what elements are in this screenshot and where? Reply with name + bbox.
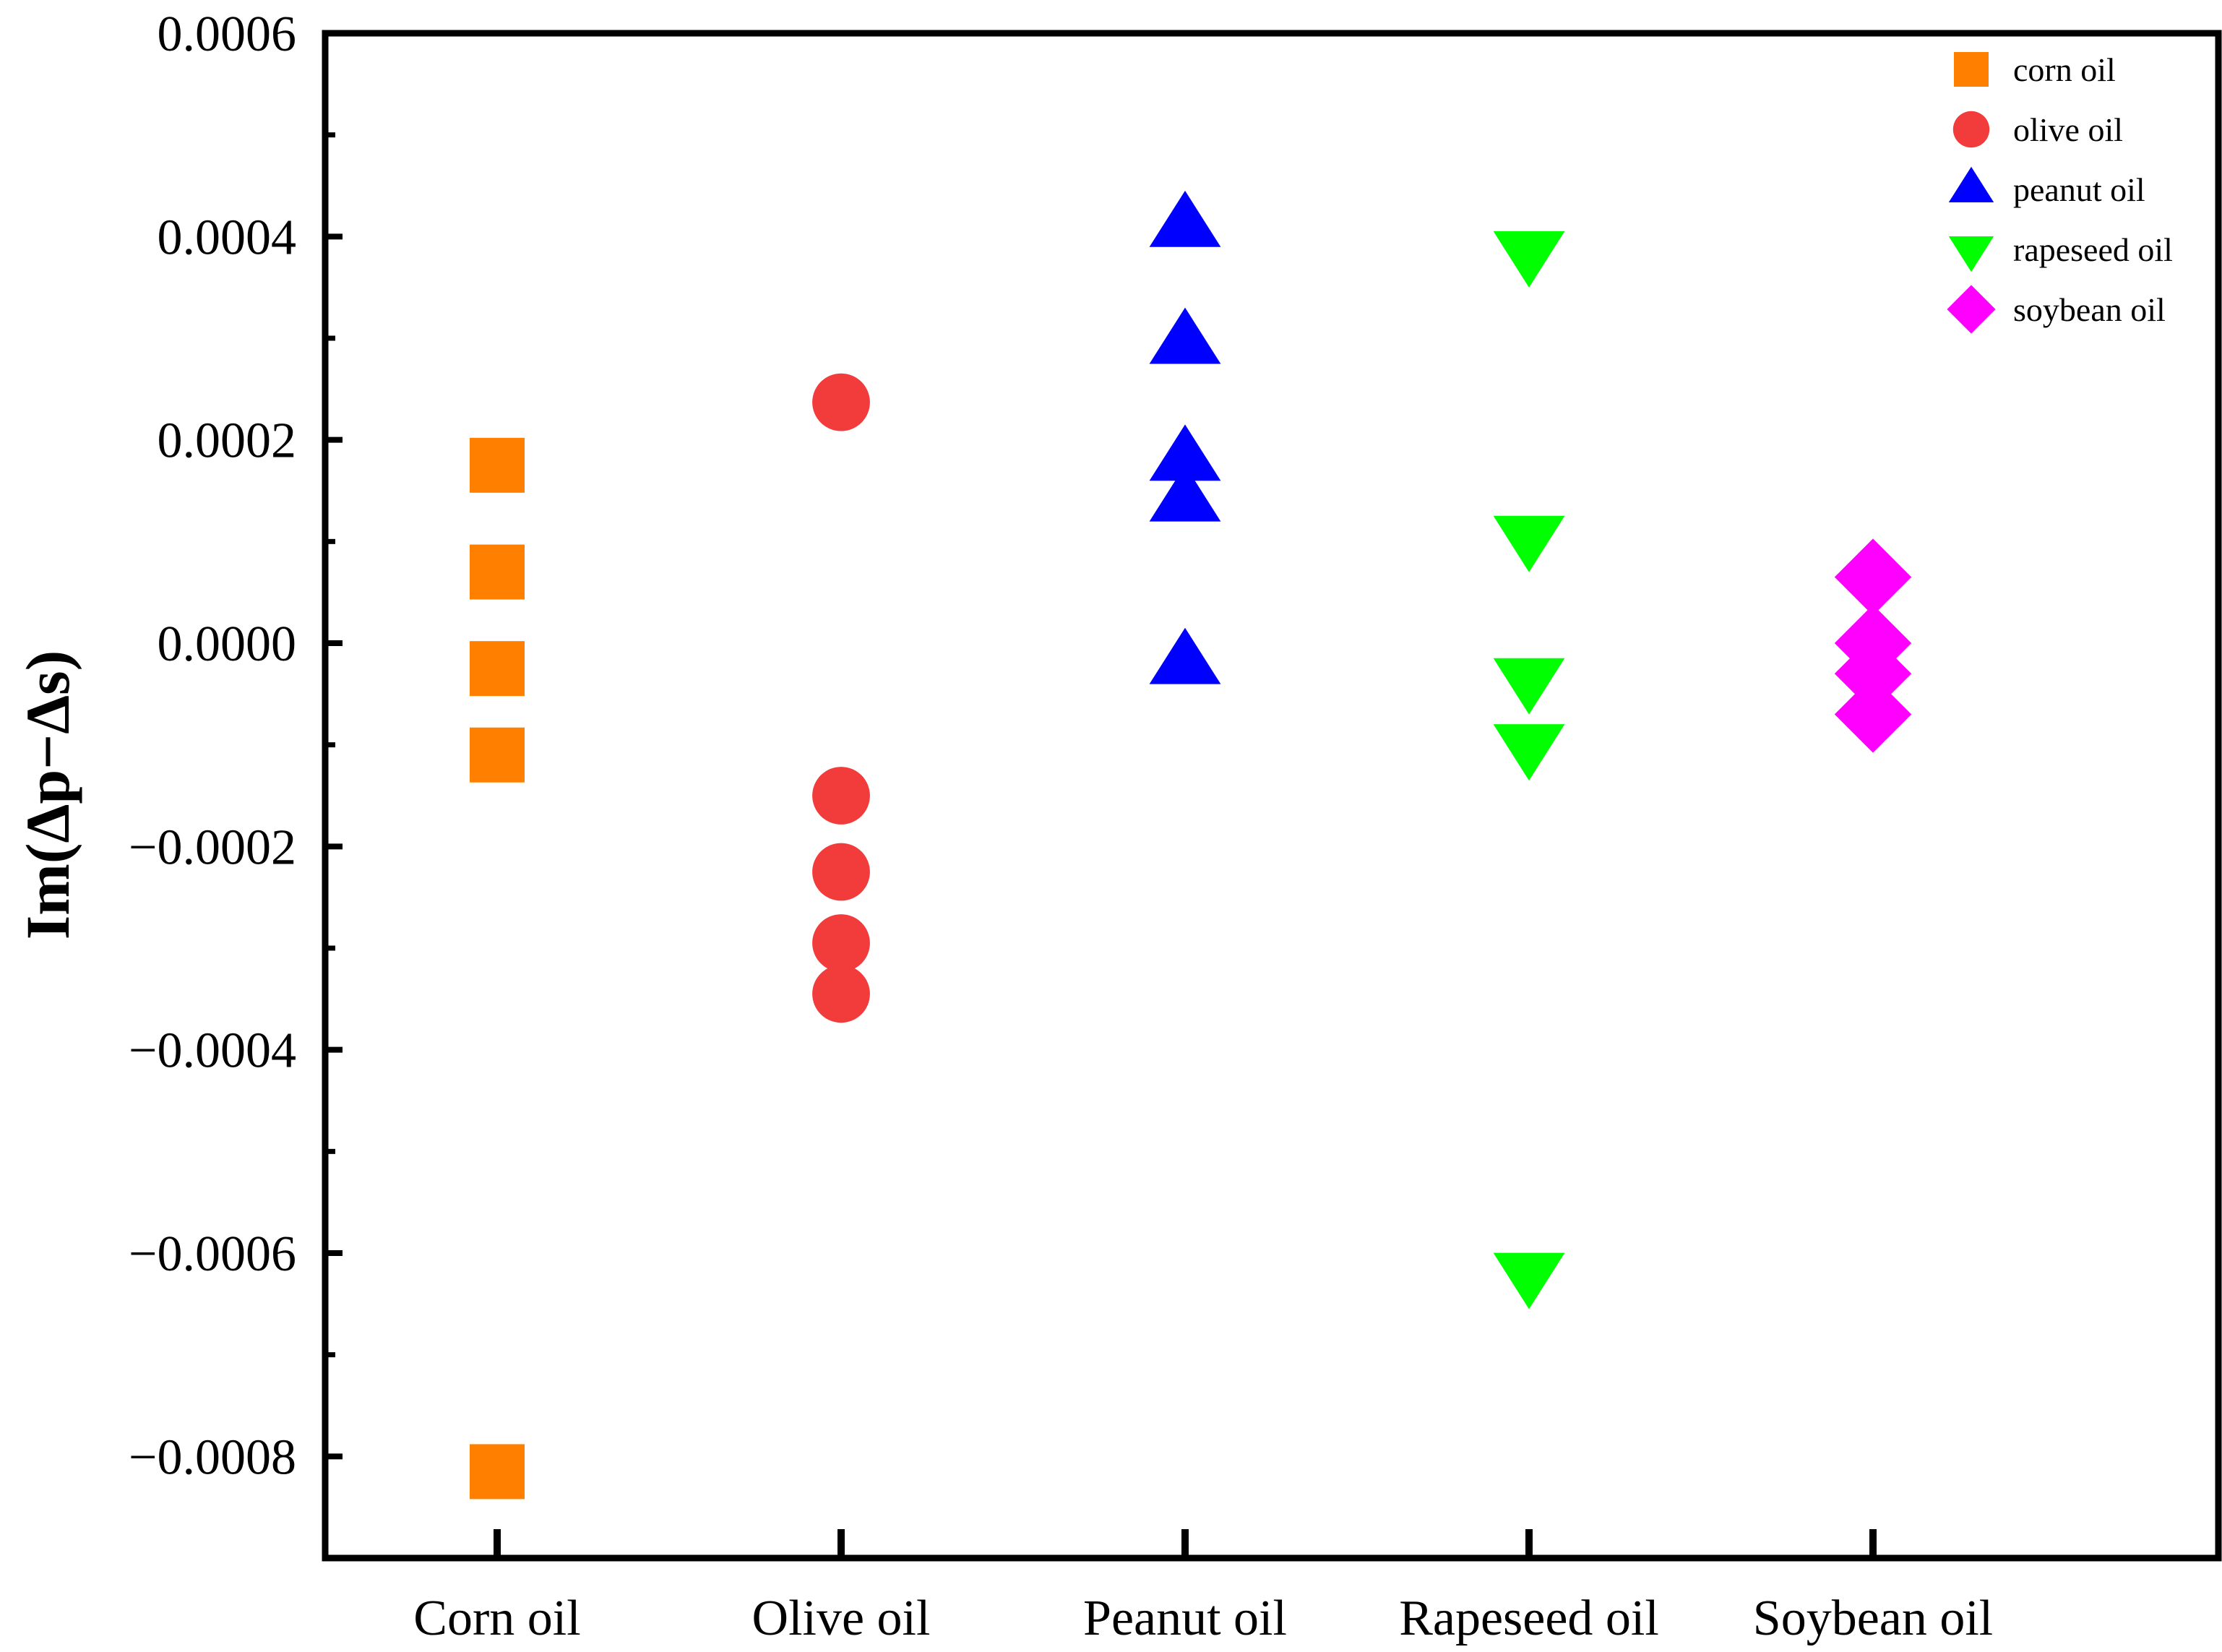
data-point-peanut-oil [1149, 465, 1221, 522]
data-points [470, 190, 1912, 1500]
x-tick-label: Olive oil [752, 1591, 931, 1646]
y-tick-label: −0.0002 [129, 819, 296, 875]
data-point-olive-oil [812, 914, 870, 972]
legend-label: rapeseed oil [2013, 231, 2173, 268]
legend-label: peanut oil [2013, 171, 2145, 208]
y-tick-label: 0.0000 [158, 616, 297, 672]
data-point-peanut-oil [1149, 307, 1221, 364]
data-point-corn-oil [470, 727, 525, 783]
data-point-olive-oil [812, 965, 870, 1023]
data-point-corn-oil [470, 437, 525, 493]
y-axis-ticks: 0.0006 0.0004 0.0002 0.0000 −0.0002 −0.0004 −0… [129, 7, 343, 1485]
y-tick-label: 0.0004 [158, 210, 297, 265]
data-point-rapeseed-oil [1493, 231, 1565, 288]
x-tick-label: Peanut oil [1083, 1591, 1287, 1646]
x-tick-label: Rapeseed oil [1399, 1591, 1659, 1646]
legend-marker-soybean-oil [1947, 285, 1996, 334]
legend-marker-corn-oil [1954, 52, 1989, 87]
data-point-peanut-oil [1149, 190, 1221, 247]
data-point-soybean-oil [1834, 538, 1912, 616]
data-point-soybean-oil [1834, 676, 1912, 753]
legend-label: corn oil [2013, 51, 2116, 88]
y-tick-label: −0.0006 [129, 1226, 296, 1282]
data-point-olive-oil [812, 767, 870, 825]
y-axis-title: Im(Δp−Δs) [13, 650, 82, 940]
data-point-corn-oil [470, 544, 525, 600]
plot-frame [322, 30, 2222, 1562]
x-tick-label: Corn oil [413, 1591, 580, 1646]
data-point-rapeseed-oil [1493, 658, 1565, 715]
y-tick-label: 0.0006 [158, 7, 297, 62]
legend-marker-olive-oil [1952, 111, 1990, 148]
data-point-peanut-oil [1149, 627, 1221, 684]
legend-label: soybean oil [2013, 291, 2166, 328]
data-point-rapeseed-oil [1493, 724, 1565, 781]
y-tick-label: −0.0008 [129, 1429, 296, 1485]
data-point-soybean-oil [1834, 635, 1912, 713]
data-point-olive-oil [812, 843, 870, 901]
data-point-rapeseed-oil [1493, 515, 1565, 572]
data-point-peanut-oil [1149, 424, 1221, 481]
data-point-rapeseed-oil [1493, 1252, 1565, 1309]
data-point-olive-oil [812, 373, 870, 431]
y-tick-label: −0.0004 [129, 1023, 296, 1079]
legend-marker-rapeseed-oil [1948, 236, 1994, 272]
x-axis-ticks: Corn oil Olive oil Peanut oil Rapeseed oil S… [413, 1529, 1993, 1646]
legend-label: olive oil [2013, 111, 2123, 148]
legend: corn oil olive oil peanut oil rapeseed oil s… [1947, 51, 2173, 334]
legend-marker-peanut-oil [1948, 166, 1994, 202]
data-point-corn-oil [470, 641, 525, 697]
data-point-corn-oil [470, 1444, 525, 1500]
y-tick-label: 0.0002 [158, 413, 297, 469]
x-tick-label: Soybean oil [1753, 1591, 1993, 1646]
